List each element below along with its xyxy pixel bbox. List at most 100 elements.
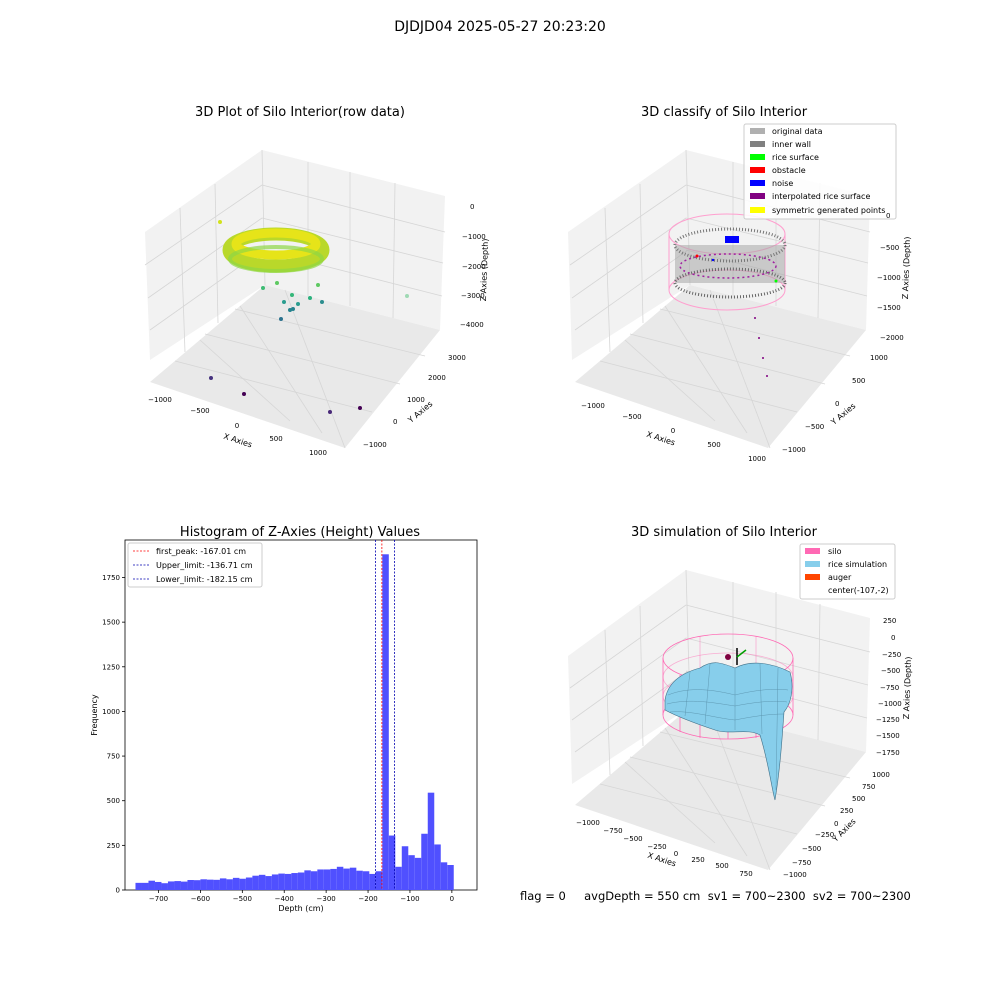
panel4-x-tick: 250 [691,856,704,864]
histogram-legend-label: Lower_limit: -182.15 cm [156,575,253,584]
panel2-zlabel: Z Axies (Depth) [901,236,912,299]
histogram-ylabel: Frequency [90,694,99,736]
histogram-bar [141,882,149,890]
panel2-x-tick: 0 [671,427,675,435]
panel4-x-tick: 0 [674,850,678,858]
histogram-bar [200,879,207,890]
histogram-bar [369,873,376,890]
histogram-legend-frame [127,542,263,588]
panel2-legend-frame [743,123,897,220]
histogram-bar [330,868,337,890]
panel2-z-tick: −1000 [877,274,901,282]
panel4-y-tick: 750 [862,783,875,791]
panel1-y-tick: 2000 [428,374,446,382]
panel4-x-tick: −250 [647,843,666,851]
panel2-legend-swatch [750,167,765,173]
panel1-x-tick: −1000 [148,396,172,404]
panel1-x-ticks: −1000 −500 0 500 1000 [148,396,327,457]
panel4-legend-swatch [805,574,820,580]
panel4-legend-label: auger [828,573,852,582]
histogram-bar [226,879,233,890]
histogram-y-tick: 750 [107,753,120,761]
panel2-z-ticks: 0 −500 −1000 −1500 −2000 [877,212,904,342]
histogram-bar [375,871,383,890]
histogram-bar [395,866,402,890]
panel2-legend: original data inner wall rice surface ob… [743,123,897,220]
panel-simulation-3d: 3D simulation of Silo Interior [568,525,913,879]
panel2-floor-pane [575,285,866,448]
histogram-y-tick: 1500 [102,619,120,627]
histogram-plot-area [124,539,478,891]
histogram-bar [317,869,324,890]
panel2-ylabel: Y Axies [829,401,858,427]
panel4-legend-swatch [805,548,820,554]
panel-raw-3d: 3D Plot of Silo Interior(row data) [144,105,490,457]
panel1-x-tick: −500 [190,407,209,415]
panel2-z-tick: −500 [880,244,899,252]
panel2-interp-ring [679,253,777,279]
histogram-bar [362,871,370,890]
panel2-inner-wall-bottom [673,267,787,299]
histogram-legend-label: first_peak: -167.01 cm [156,547,246,556]
panel2-legend-swatch [750,154,765,160]
histogram-bar [193,880,201,890]
panel2-y-tick: 500 [852,377,865,385]
histogram-bar [187,880,194,890]
panel2-y-tick: −500 [805,423,824,431]
histogram-bar [323,869,331,890]
histogram-x-ticks: −700 −600 −500 −400 −300 −200 −100 0 [149,890,454,903]
panel1-x-tick: 500 [269,435,282,443]
panel4-xlabel: X Axies [646,851,677,869]
histogram-y-tick: 500 [107,797,120,805]
panel4-surface-mesh [666,663,789,791]
panel4-x-tick: −1000 [576,819,600,827]
histogram-bar [336,866,344,890]
panel1-y-tick: 1000 [407,396,425,404]
histogram-reference-lines [375,540,395,890]
panel1-title: 3D Plot of Silo Interior(row data) [195,105,405,120]
panel4-y-tick: 500 [852,795,865,803]
panel4-z-tick: 0 [891,634,895,642]
panel4-y-tick: −500 [802,845,821,853]
panel4-x-tick: 500 [715,862,728,870]
panel2-noise-cluster [725,236,739,243]
panel2-noise-point [711,258,715,262]
panel4-x-tick: −750 [603,827,622,835]
histogram-bars [135,554,454,890]
panel1-z-tick: 0 [470,203,474,211]
histogram-y-tick: 1750 [102,574,120,582]
panel1-y-ticks: −1000 0 1000 2000 3000 [363,354,466,449]
histogram-bar [388,835,396,890]
panel1-point [290,293,294,297]
panel1-point [275,281,279,285]
panel1-z-tick: −1000 [462,233,486,241]
panel4-z-tick: 250 [883,617,896,625]
panel4-legend-label: silo [828,547,842,556]
histogram-bar [304,870,311,890]
panel2-z-tick: −1500 [877,304,901,312]
panel2-rice-surface-point [774,279,778,283]
panel2-legend-swatch [750,128,765,134]
panel4-legend-label: center(-107,-2) [828,586,889,595]
panel4-z-tick: −750 [880,684,899,692]
panel4-z-tick: −250 [882,651,901,659]
panel2-y-ticks: −1000 −500 0 500 1000 [782,354,888,454]
histogram-bar [252,875,259,890]
histogram-x-tick: −500 [233,895,252,903]
panel2-x-tick: 500 [707,441,720,449]
histogram-bar [382,554,389,890]
panel4-auger-arm [736,649,747,658]
panel2-x-tick: −1000 [581,402,605,410]
panel1-point [218,220,222,224]
panel1-xlabel: X Axies [222,432,253,450]
histogram-bar [297,872,305,890]
panel4-z-ticks: 250 0 −250 −500 −750 −1000 −1250 −1500 −… [876,617,902,757]
panel4-legend-frame [799,543,896,600]
panel2-legend-swatch [750,193,765,199]
panel2-interp-point [754,317,756,319]
panel2-title: 3D classify of Silo Interior [641,105,808,120]
panel2-cylinder [668,213,787,311]
panel1-z-tick: −2000 [462,263,486,271]
histogram-x-tick: −200 [358,895,377,903]
